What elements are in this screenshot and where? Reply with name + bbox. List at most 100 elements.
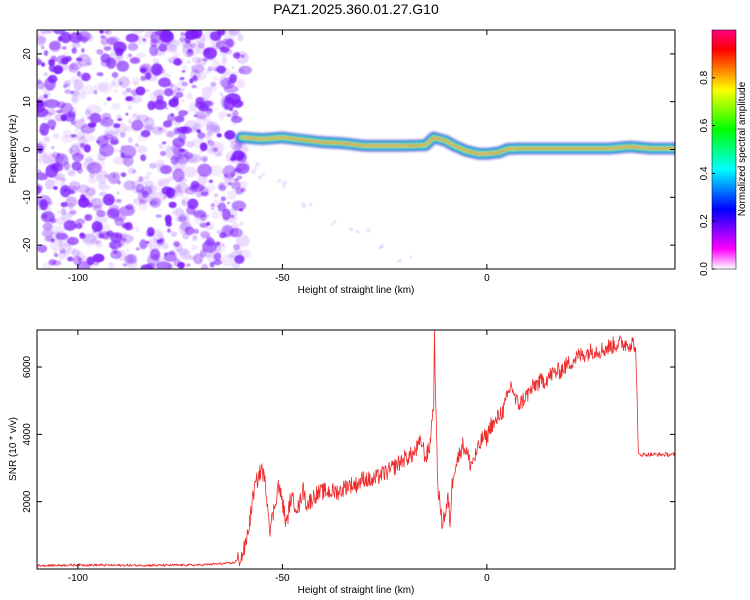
noise-blob <box>67 256 74 262</box>
noise-blob <box>204 48 211 55</box>
noise-blob <box>116 122 127 135</box>
noise-blob <box>128 118 133 125</box>
noise-dot <box>379 244 384 249</box>
noise-blob <box>107 198 112 202</box>
noise-blob <box>135 247 141 251</box>
noise-blob <box>203 99 215 108</box>
noise-blob <box>37 143 45 154</box>
noise-blob <box>230 214 234 219</box>
noise-blob <box>124 254 138 264</box>
noise-blob <box>67 170 76 177</box>
noise-blob <box>40 173 48 181</box>
noise-blob <box>239 221 244 226</box>
noise-blob <box>37 35 46 46</box>
noise-blob <box>189 36 195 41</box>
noise-blob <box>238 68 245 74</box>
noise-blob <box>235 171 239 176</box>
x-tick-label: -50 <box>275 573 290 584</box>
noise-blob <box>40 84 53 93</box>
noise-blob <box>43 72 49 77</box>
noise-blob <box>57 105 63 110</box>
noise-blob <box>234 99 244 108</box>
noise-blob <box>221 208 231 221</box>
noise-blob <box>156 163 169 174</box>
noise-blob <box>230 171 236 177</box>
noise-blob <box>218 111 228 118</box>
noise-blob <box>43 50 49 56</box>
spectrogram-y-axis-label: Frequency (Hz) <box>8 115 19 184</box>
noise-blob <box>106 96 112 101</box>
noise-blob <box>147 103 153 109</box>
noise-blob <box>111 71 119 78</box>
noise-blob <box>228 113 235 118</box>
noise-blob <box>145 71 158 82</box>
noise-blob <box>79 232 84 237</box>
signal-track-band-4 <box>240 136 675 155</box>
noise-blob <box>229 73 237 84</box>
noise-blob <box>87 122 97 128</box>
noise-blob <box>71 46 77 55</box>
noise-blob <box>37 57 42 66</box>
noise-blob <box>230 227 239 238</box>
noise-blob <box>63 161 71 171</box>
noise-blob <box>236 78 246 89</box>
y-tick-label: 2000 <box>22 490 33 513</box>
noise-blob <box>86 115 90 120</box>
noise-blob <box>209 165 224 177</box>
noise-blob <box>159 150 167 157</box>
noise-blob <box>37 244 48 253</box>
colorbar-gradient <box>711 29 737 270</box>
noise-blob <box>55 225 62 230</box>
noise-blob <box>120 145 137 159</box>
noise-blob <box>65 236 75 248</box>
snr-y-axis-label: SNR (10 * v/v) <box>8 417 19 481</box>
noise-dot <box>409 255 413 259</box>
noise-dot <box>258 175 263 180</box>
noise-blob <box>181 70 186 73</box>
noise-blob <box>40 211 55 223</box>
noise-blob <box>117 118 123 122</box>
noise-blob <box>127 42 139 51</box>
spectrogram-x-axis-label: Height of straight line (km) <box>298 285 415 296</box>
noise-dot <box>330 222 334 226</box>
noise-blob <box>168 56 181 64</box>
noise-blob <box>99 30 104 34</box>
noise-blob <box>81 48 85 53</box>
noise-blob <box>190 243 198 251</box>
noise-blob <box>56 109 63 114</box>
noise-blob <box>53 186 58 190</box>
noise-blob <box>140 154 147 162</box>
snr-ticks: -100 -50 0 2000 4000 6000 <box>22 330 675 584</box>
noise-blob <box>99 254 103 259</box>
noise-blob <box>220 95 230 109</box>
noise-blob <box>180 31 186 37</box>
noise-blob <box>158 77 171 88</box>
noise-blob <box>220 50 228 57</box>
noise-blob <box>125 248 130 253</box>
noise-blob <box>95 169 109 184</box>
noise-blob <box>156 261 172 269</box>
noise-blob <box>206 221 211 226</box>
noise-blob <box>95 223 104 232</box>
noise-blob <box>170 231 177 237</box>
noise-blob <box>51 69 55 73</box>
noise-blob <box>69 220 78 229</box>
noise-blob <box>168 201 177 209</box>
noise-blob <box>172 137 186 148</box>
noise-dot <box>397 258 402 263</box>
noise-blob <box>93 228 97 233</box>
noise-blob <box>61 177 66 182</box>
noise-blob <box>66 83 71 88</box>
noise-blob <box>113 88 118 93</box>
noise-blob <box>185 30 195 36</box>
noise-blob <box>206 113 210 117</box>
noise-blob <box>189 255 196 260</box>
noise-blob <box>39 151 47 158</box>
noise-blob <box>186 154 198 164</box>
noise-dot <box>261 172 265 176</box>
noise-blob <box>202 240 217 253</box>
noise-blob <box>53 175 62 186</box>
noise-blob <box>156 239 163 244</box>
